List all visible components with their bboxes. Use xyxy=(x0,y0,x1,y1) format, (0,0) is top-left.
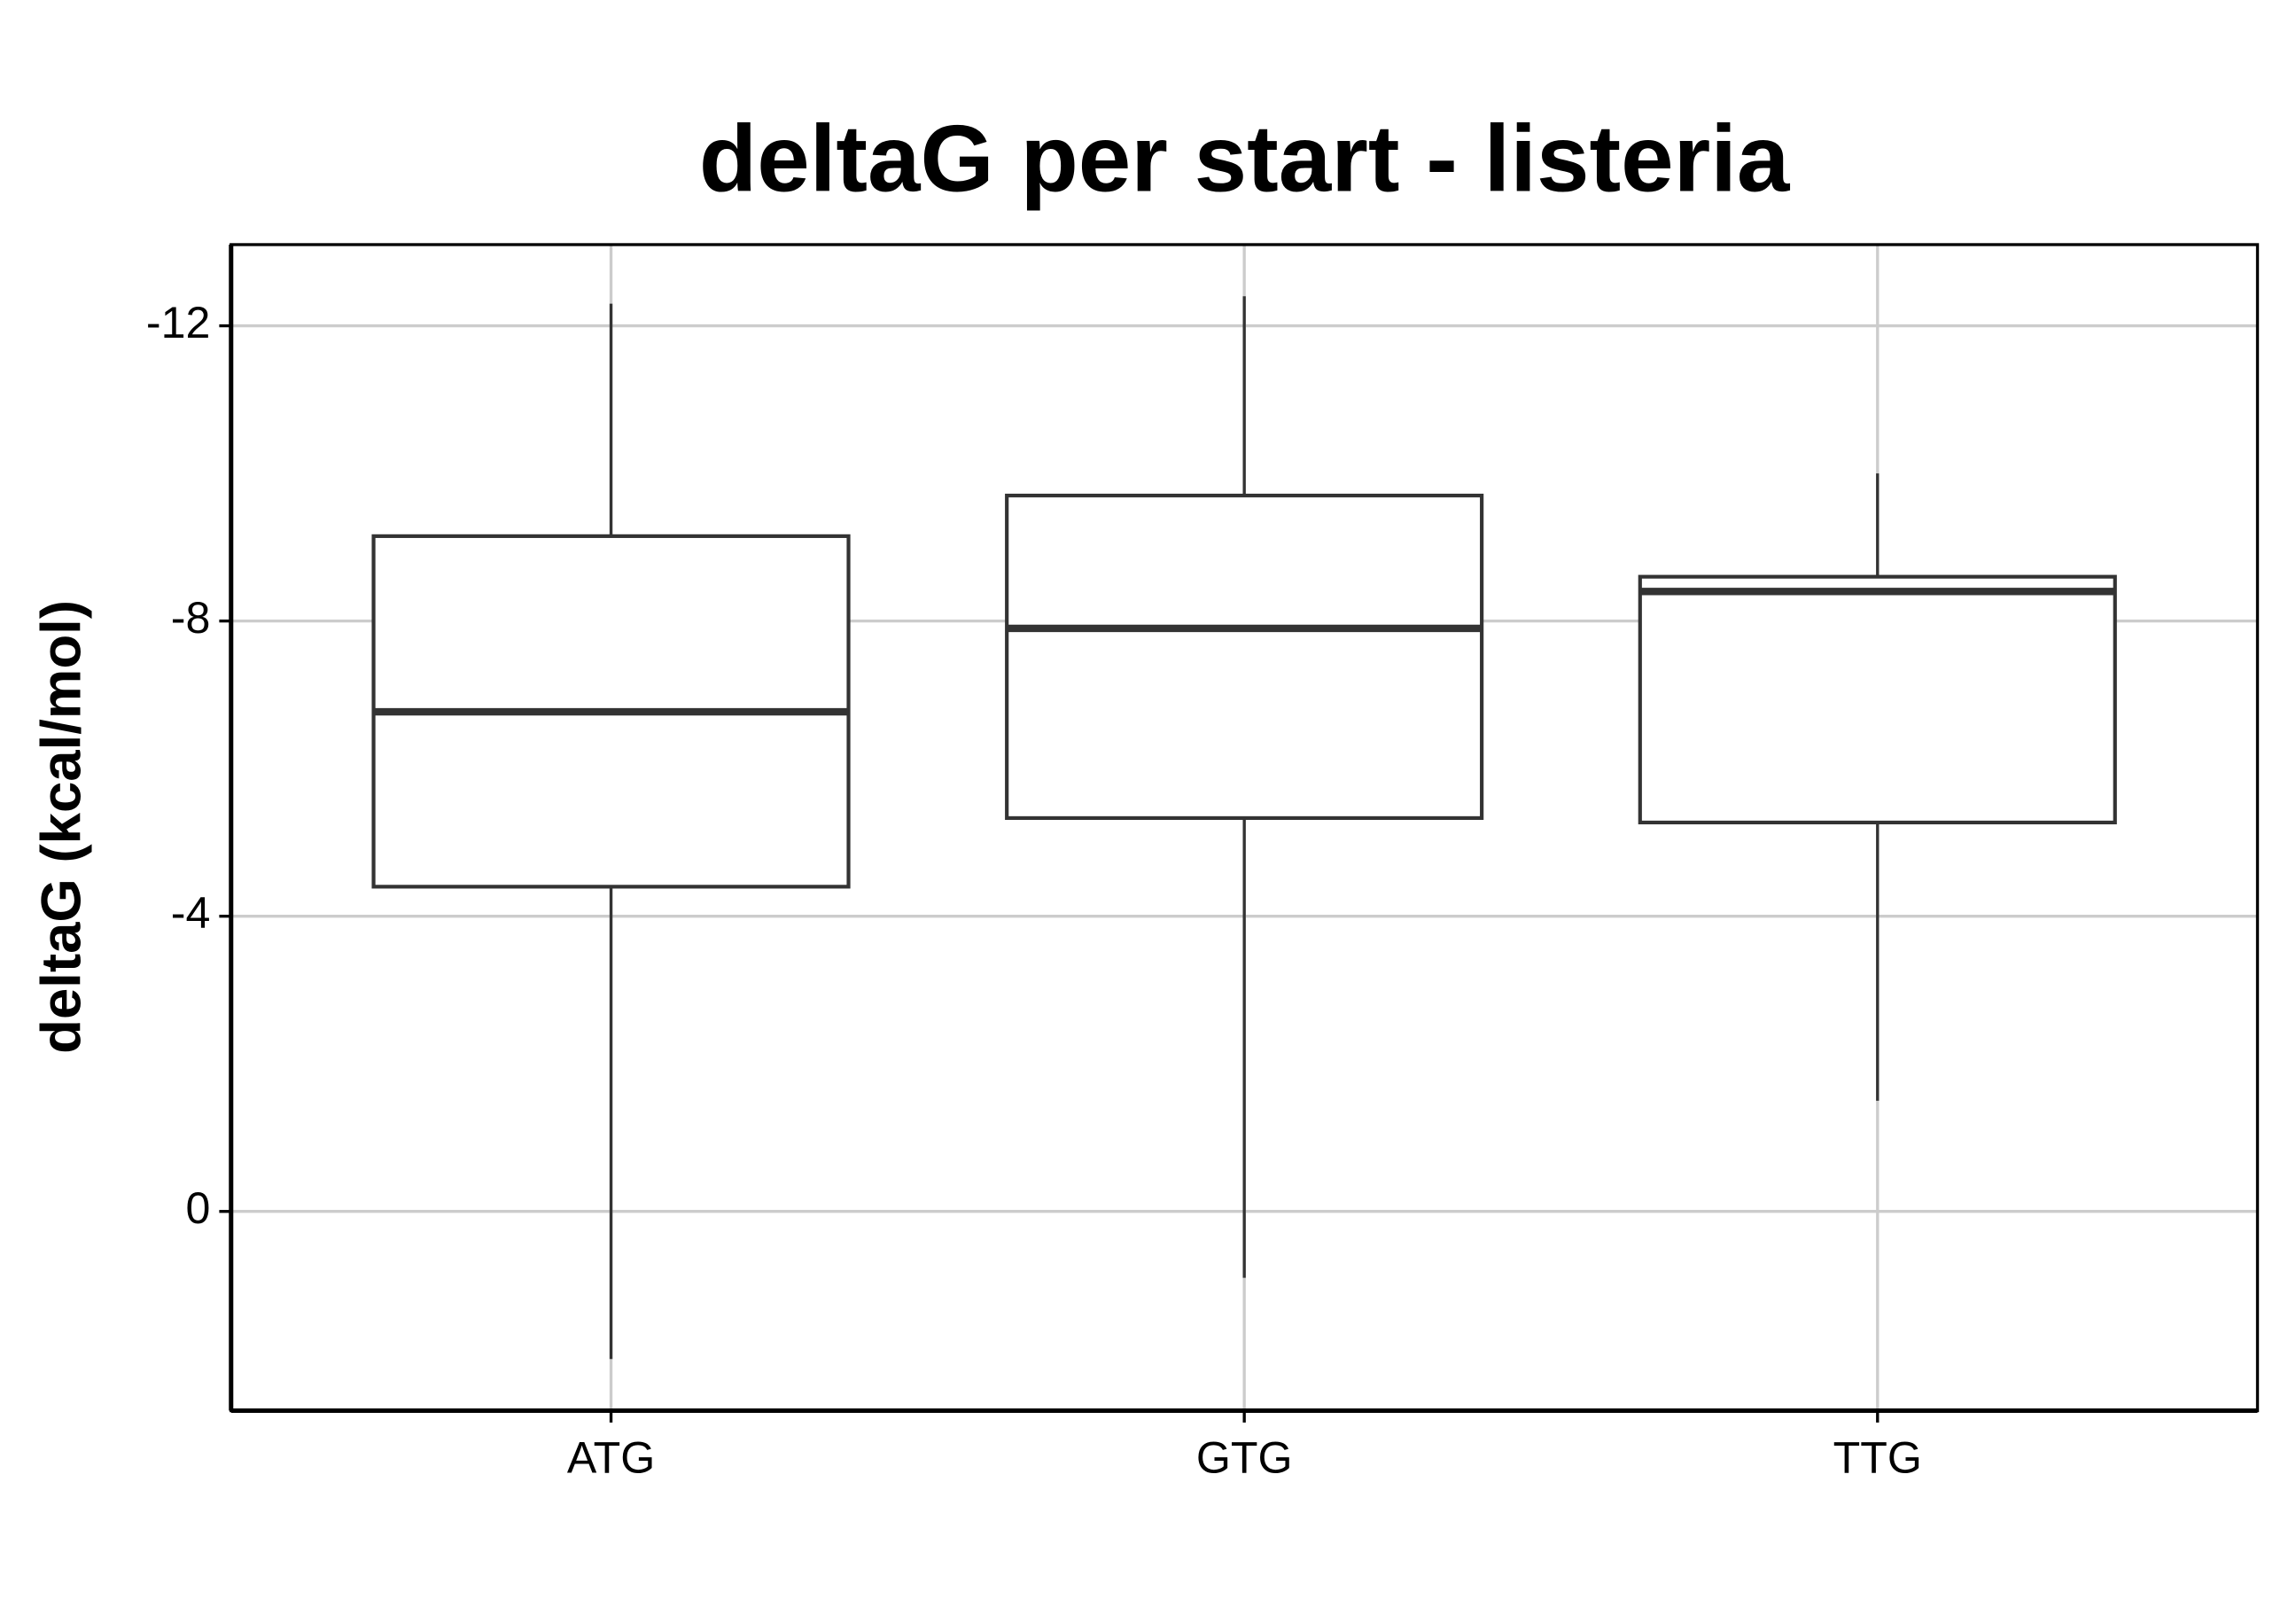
box xyxy=(1005,493,1484,821)
chart-title: deltaG per start - listeria xyxy=(699,105,1791,212)
y-tick-label: -8 xyxy=(171,593,211,643)
y-tick-label: 0 xyxy=(185,1183,210,1233)
y-axis-title: deltaG (kcal/mol) xyxy=(29,600,92,1054)
x-tick-label: TTG xyxy=(1833,1433,1922,1483)
y-tick-label: -4 xyxy=(171,888,211,938)
y-tick-label: -12 xyxy=(146,298,210,347)
x-tick-label: GTG xyxy=(1196,1433,1293,1483)
box xyxy=(1638,574,2117,825)
x-tick-label: ATG xyxy=(567,1433,655,1483)
